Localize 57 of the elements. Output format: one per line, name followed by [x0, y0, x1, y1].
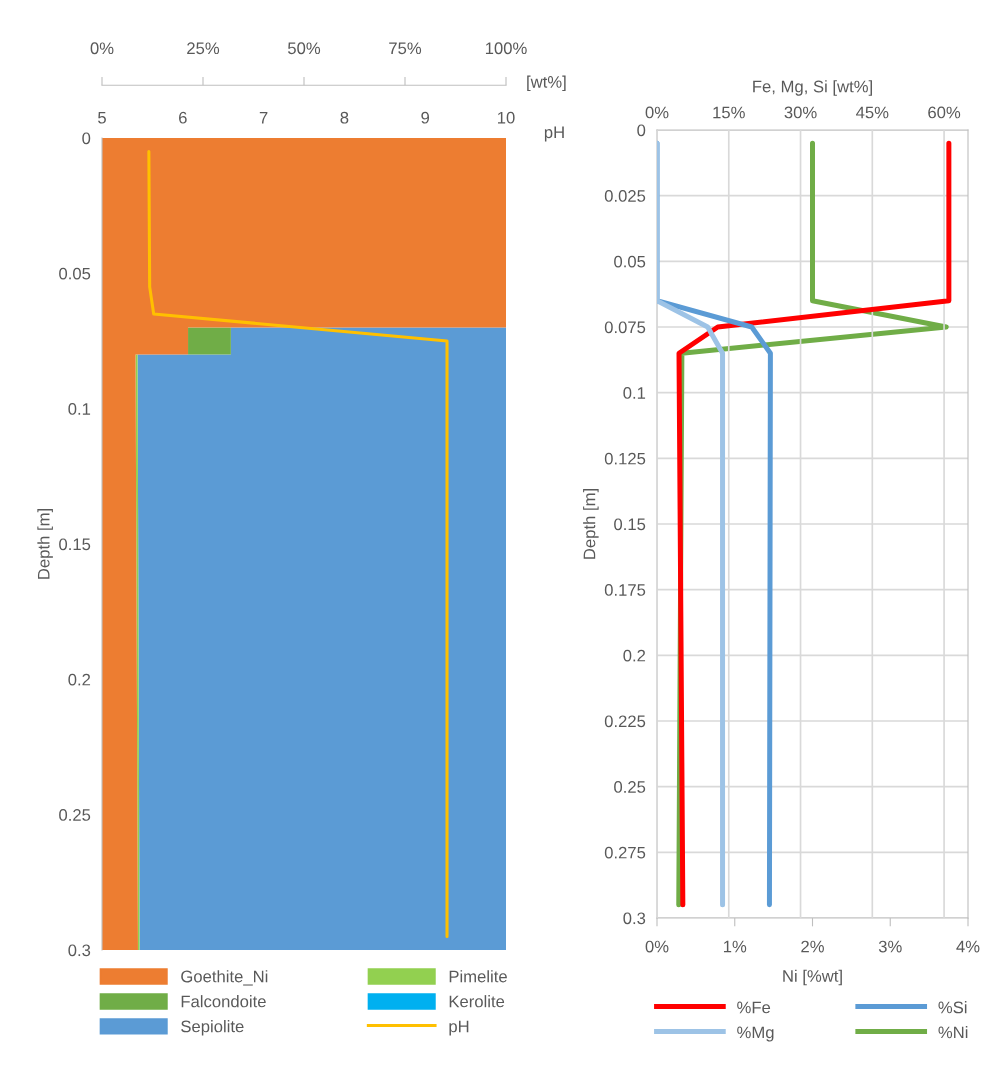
legend-label: Goethite_Ni [181, 970, 268, 986]
legend-label: Sepiolite [181, 1020, 244, 1036]
x-tick-label: 100% [485, 42, 527, 55]
x-tick-label: 2% [801, 940, 824, 953]
legend-label: %Mg [737, 1026, 774, 1042]
x-tick-label: 75% [389, 42, 422, 55]
x2-axis-title: pH [544, 126, 564, 142]
x-axis-title: Ni [%wt] [783, 969, 842, 986]
x2-tick-label: 9 [421, 111, 430, 124]
x2-tick-label: 45% [856, 106, 889, 119]
x2-tick-label: 15% [713, 106, 745, 119]
x2-tick-label: 6 [179, 111, 187, 124]
y-tick-label: 0.2 [68, 673, 91, 686]
y-tick-label: 0.2 [623, 649, 646, 662]
x-axis-title: [wt%] [527, 75, 566, 92]
legend-label: %Si [938, 1001, 967, 1014]
y-tick-label: 0.25 [614, 781, 646, 793]
x-tick-label: 25% [187, 42, 220, 55]
y-tick-label: 0.15 [614, 518, 646, 531]
y-tick-label: 0.05 [59, 267, 91, 280]
legend-label: %Ni [938, 1026, 968, 1039]
legend-label: pH [449, 1020, 469, 1036]
x-tick-label: 4% [956, 940, 980, 953]
y-tick-label: 0.1 [623, 387, 646, 399]
legend-label: Falcondoite [181, 995, 266, 1008]
y-axis-title: Depth [m] [37, 509, 53, 579]
legend-label: Pimelite [449, 970, 507, 983]
y-tick-label: 0.075 [604, 321, 646, 334]
y-tick-label: 0.175 [604, 584, 646, 596]
x-tick-label: 0% [90, 42, 114, 55]
y-tick-label: 0 [82, 132, 91, 145]
y-tick-label: 0.125 [604, 452, 646, 465]
y-tick-label: 0 [637, 124, 646, 137]
y-tick-label: 0.225 [604, 715, 646, 728]
legend-label: Kerolite [449, 995, 505, 1008]
y-tick-label: 0.25 [59, 809, 91, 821]
y-tick-label: 0.05 [614, 255, 646, 268]
y-axis-title: Depth [m] [583, 489, 599, 559]
y-tick-label: 0.15 [59, 538, 91, 551]
y-tick-label: 0.275 [604, 846, 646, 859]
x2-tick-label: 30% [784, 106, 817, 119]
y-tick-label: 0.3 [623, 912, 646, 925]
x-tick-label: 1% [723, 940, 747, 953]
legend-label: %Fe [737, 1001, 771, 1014]
x-tick-label: 0% [645, 940, 669, 953]
x2-tick-label: 5 [98, 111, 106, 124]
x2-tick-label: 10 [498, 111, 515, 124]
y-tick-label: 0.3 [68, 944, 91, 957]
y-tick-label: 0.1 [68, 403, 91, 415]
x2-tick-label: 8 [340, 111, 349, 124]
x-tick-label: 3% [878, 940, 902, 953]
y-tick-label: 0.025 [604, 190, 646, 202]
x2-tick-label: 60% [928, 106, 961, 119]
x2-tick-label: 0% [645, 106, 669, 119]
x2-axis-title: Fe, Mg, Si [wt%] [753, 80, 872, 96]
x-tick-label: 50% [287, 42, 321, 55]
x2-tick-label: 7 [259, 111, 268, 124]
